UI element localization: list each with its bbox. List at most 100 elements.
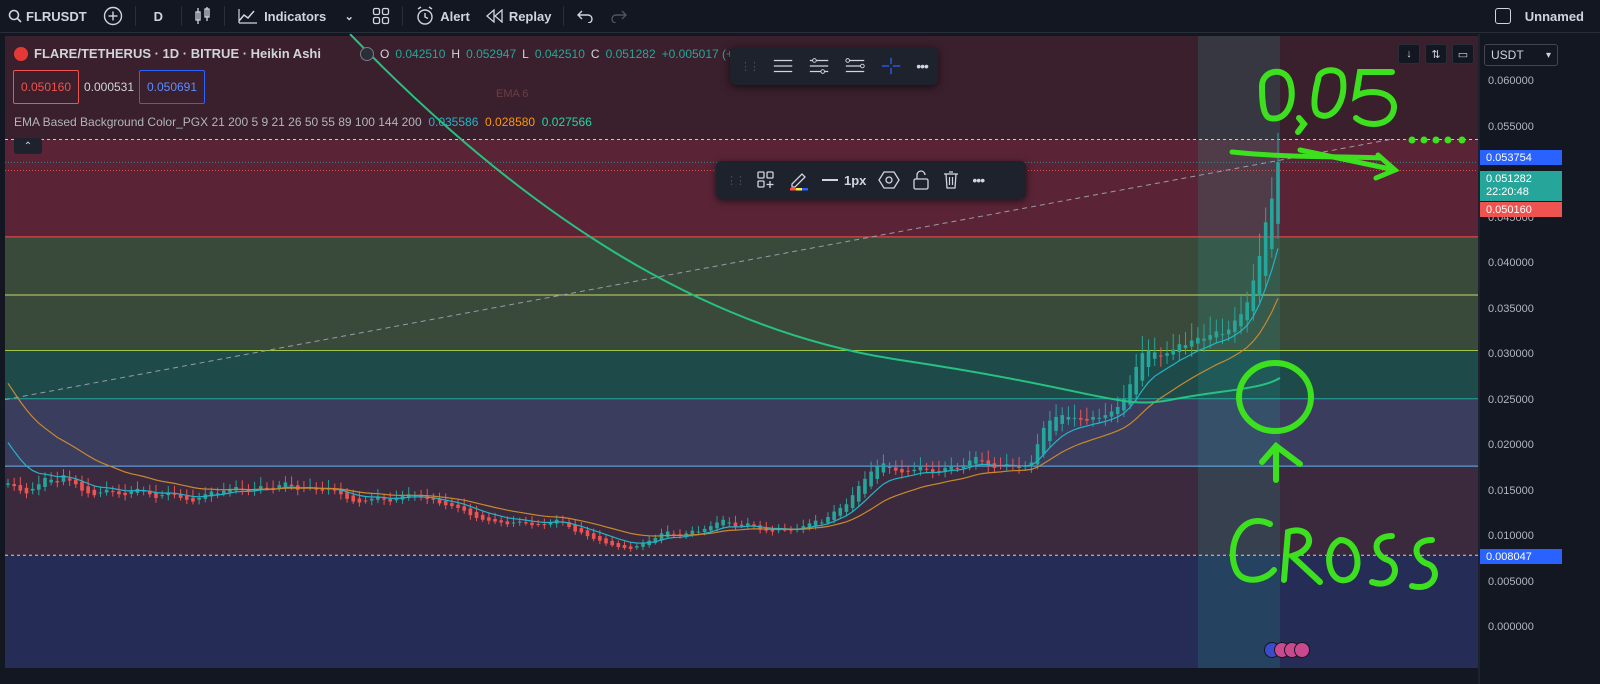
- candle-body: [382, 498, 386, 500]
- candle-body: [715, 522, 719, 529]
- currency-select[interactable]: USDT ▾: [1484, 44, 1558, 66]
- fib-lines-icon[interactable]: [808, 56, 830, 76]
- candle-body: [887, 466, 892, 468]
- candle-body: [616, 543, 621, 548]
- trash-icon[interactable]: [942, 170, 960, 190]
- drag-handle-icon[interactable]: ⋮⋮: [740, 60, 760, 73]
- more-icon[interactable]: •••: [972, 172, 985, 188]
- candle-body: [277, 485, 282, 489]
- marker-dot: [1432, 136, 1440, 144]
- horizontal-lines-icon[interactable]: [772, 56, 794, 76]
- candle-body: [542, 524, 547, 526]
- alert-button[interactable]: Alert: [407, 0, 478, 33]
- economic-events-icon[interactable]: [1264, 642, 1310, 658]
- redo-button[interactable]: [602, 0, 636, 33]
- price-chart[interactable]: [0, 34, 1600, 684]
- candle-body: [1165, 353, 1169, 356]
- candle-body: [61, 475, 66, 482]
- candle-body: [536, 523, 540, 525]
- candle-body: [98, 492, 103, 494]
- candle-body: [746, 523, 750, 526]
- candle-body: [234, 487, 238, 491]
- symbol-legend: FLARE/TETHERUS · 1D · BITRUE · Heikin As…: [14, 46, 321, 61]
- grid-icon: [373, 7, 390, 25]
- layout-name[interactable]: Unnamed: [1524, 8, 1584, 24]
- crosshair-icon[interactable]: [880, 56, 902, 76]
- indicators-button[interactable]: Indicators: [229, 0, 334, 33]
- candle-body: [517, 521, 522, 523]
- candle-body: [789, 529, 793, 531]
- drag-handle-icon[interactable]: ⋮⋮: [726, 174, 746, 187]
- channel-lines-icon[interactable]: [844, 56, 866, 76]
- bid-price: 0.050160: [1486, 203, 1532, 216]
- flare-logo-icon: [14, 46, 28, 61]
- templates-button[interactable]: [364, 0, 398, 33]
- bar-countdown: 22:20:48: [1486, 186, 1529, 198]
- indicator-value-fast: 0.035586: [428, 115, 479, 129]
- candle-body: [406, 494, 411, 498]
- candle-body: [1257, 255, 1262, 296]
- scroll-to-realtime-button[interactable]: ↓: [1398, 44, 1420, 64]
- candle-body: [585, 530, 590, 537]
- indicators-label: Indicators: [264, 8, 327, 24]
- marker-digit-five: [1352, 69, 1397, 127]
- pencil-color-icon[interactable]: [788, 169, 810, 191]
- collapse-button[interactable]: ⇅: [1425, 44, 1447, 64]
- candle-body: [178, 494, 183, 498]
- last-price: 0.051282: [1486, 173, 1532, 185]
- candle-body: [610, 540, 614, 546]
- spread-value: 0.000531: [84, 70, 134, 104]
- symbol-search[interactable]: FLRUSDT: [0, 0, 95, 33]
- undo-button[interactable]: [568, 0, 602, 33]
- candle-body: [166, 492, 171, 496]
- candle-body: [813, 520, 818, 526]
- arrow-down-icon: ↓: [1406, 48, 1412, 60]
- ohlc-high-label: H: [451, 47, 461, 61]
- price-tick-label: 0.060000: [1488, 75, 1534, 88]
- candle-body: [388, 499, 393, 502]
- candle-body: [900, 469, 904, 473]
- compare-button[interactable]: [95, 0, 131, 33]
- settings-hexagon-icon[interactable]: [878, 170, 901, 190]
- replay-button[interactable]: Replay: [478, 0, 560, 33]
- indicators-icon: [238, 9, 258, 24]
- candle-body: [733, 522, 738, 528]
- candle-body: [591, 533, 596, 539]
- ohlc-low-label: L: [522, 47, 529, 61]
- interval-button[interactable]: D: [140, 0, 177, 33]
- candle-body: [1146, 350, 1151, 367]
- fullscreen-button[interactable]: ▭: [1452, 44, 1474, 64]
- candle-body: [480, 514, 485, 520]
- drawing-favorites-toolbar: ⋮⋮ •••: [730, 47, 938, 85]
- maximize-icon: ▭: [1457, 48, 1469, 61]
- sell-price: 0.050160: [20, 80, 72, 94]
- marker-letter-s2: [1409, 537, 1438, 590]
- line-width-button[interactable]: 1px: [822, 173, 866, 188]
- legend-collapse-button[interactable]: ⌃: [14, 138, 42, 154]
- ohlc-high: 0.052947: [466, 47, 517, 61]
- unlock-icon[interactable]: [912, 170, 930, 190]
- indicators-dropdown[interactable]: ⌄: [334, 0, 364, 33]
- candle-body: [209, 491, 214, 497]
- candle-body: [80, 481, 84, 491]
- candle-body: [930, 469, 935, 473]
- candle-body: [431, 497, 436, 500]
- candle-body: [986, 460, 991, 467]
- indicator-legend: EMA Based Background Color_PGX 21 200 5 …: [14, 115, 592, 129]
- spread-label: 0.000531: [83, 80, 135, 94]
- chart-type-button[interactable]: [186, 0, 220, 33]
- layout-checkbox[interactable]: [1494, 8, 1511, 24]
- eye-icon[interactable]: [360, 47, 374, 61]
- candle-body: [1245, 302, 1249, 321]
- candle-body: [92, 489, 97, 496]
- candle-body: [1134, 366, 1139, 395]
- candle-body: [530, 522, 534, 526]
- candle-body: [363, 500, 368, 502]
- more-icon[interactable]: •••: [916, 58, 929, 74]
- sell-button[interactable]: 0.050160: [13, 70, 79, 104]
- candle-body: [487, 517, 491, 521]
- candle-body: [1035, 444, 1040, 465]
- template-grid-icon[interactable]: [756, 170, 776, 190]
- buy-button[interactable]: 0.050691: [139, 70, 205, 104]
- bg-band-navy: [5, 555, 1478, 668]
